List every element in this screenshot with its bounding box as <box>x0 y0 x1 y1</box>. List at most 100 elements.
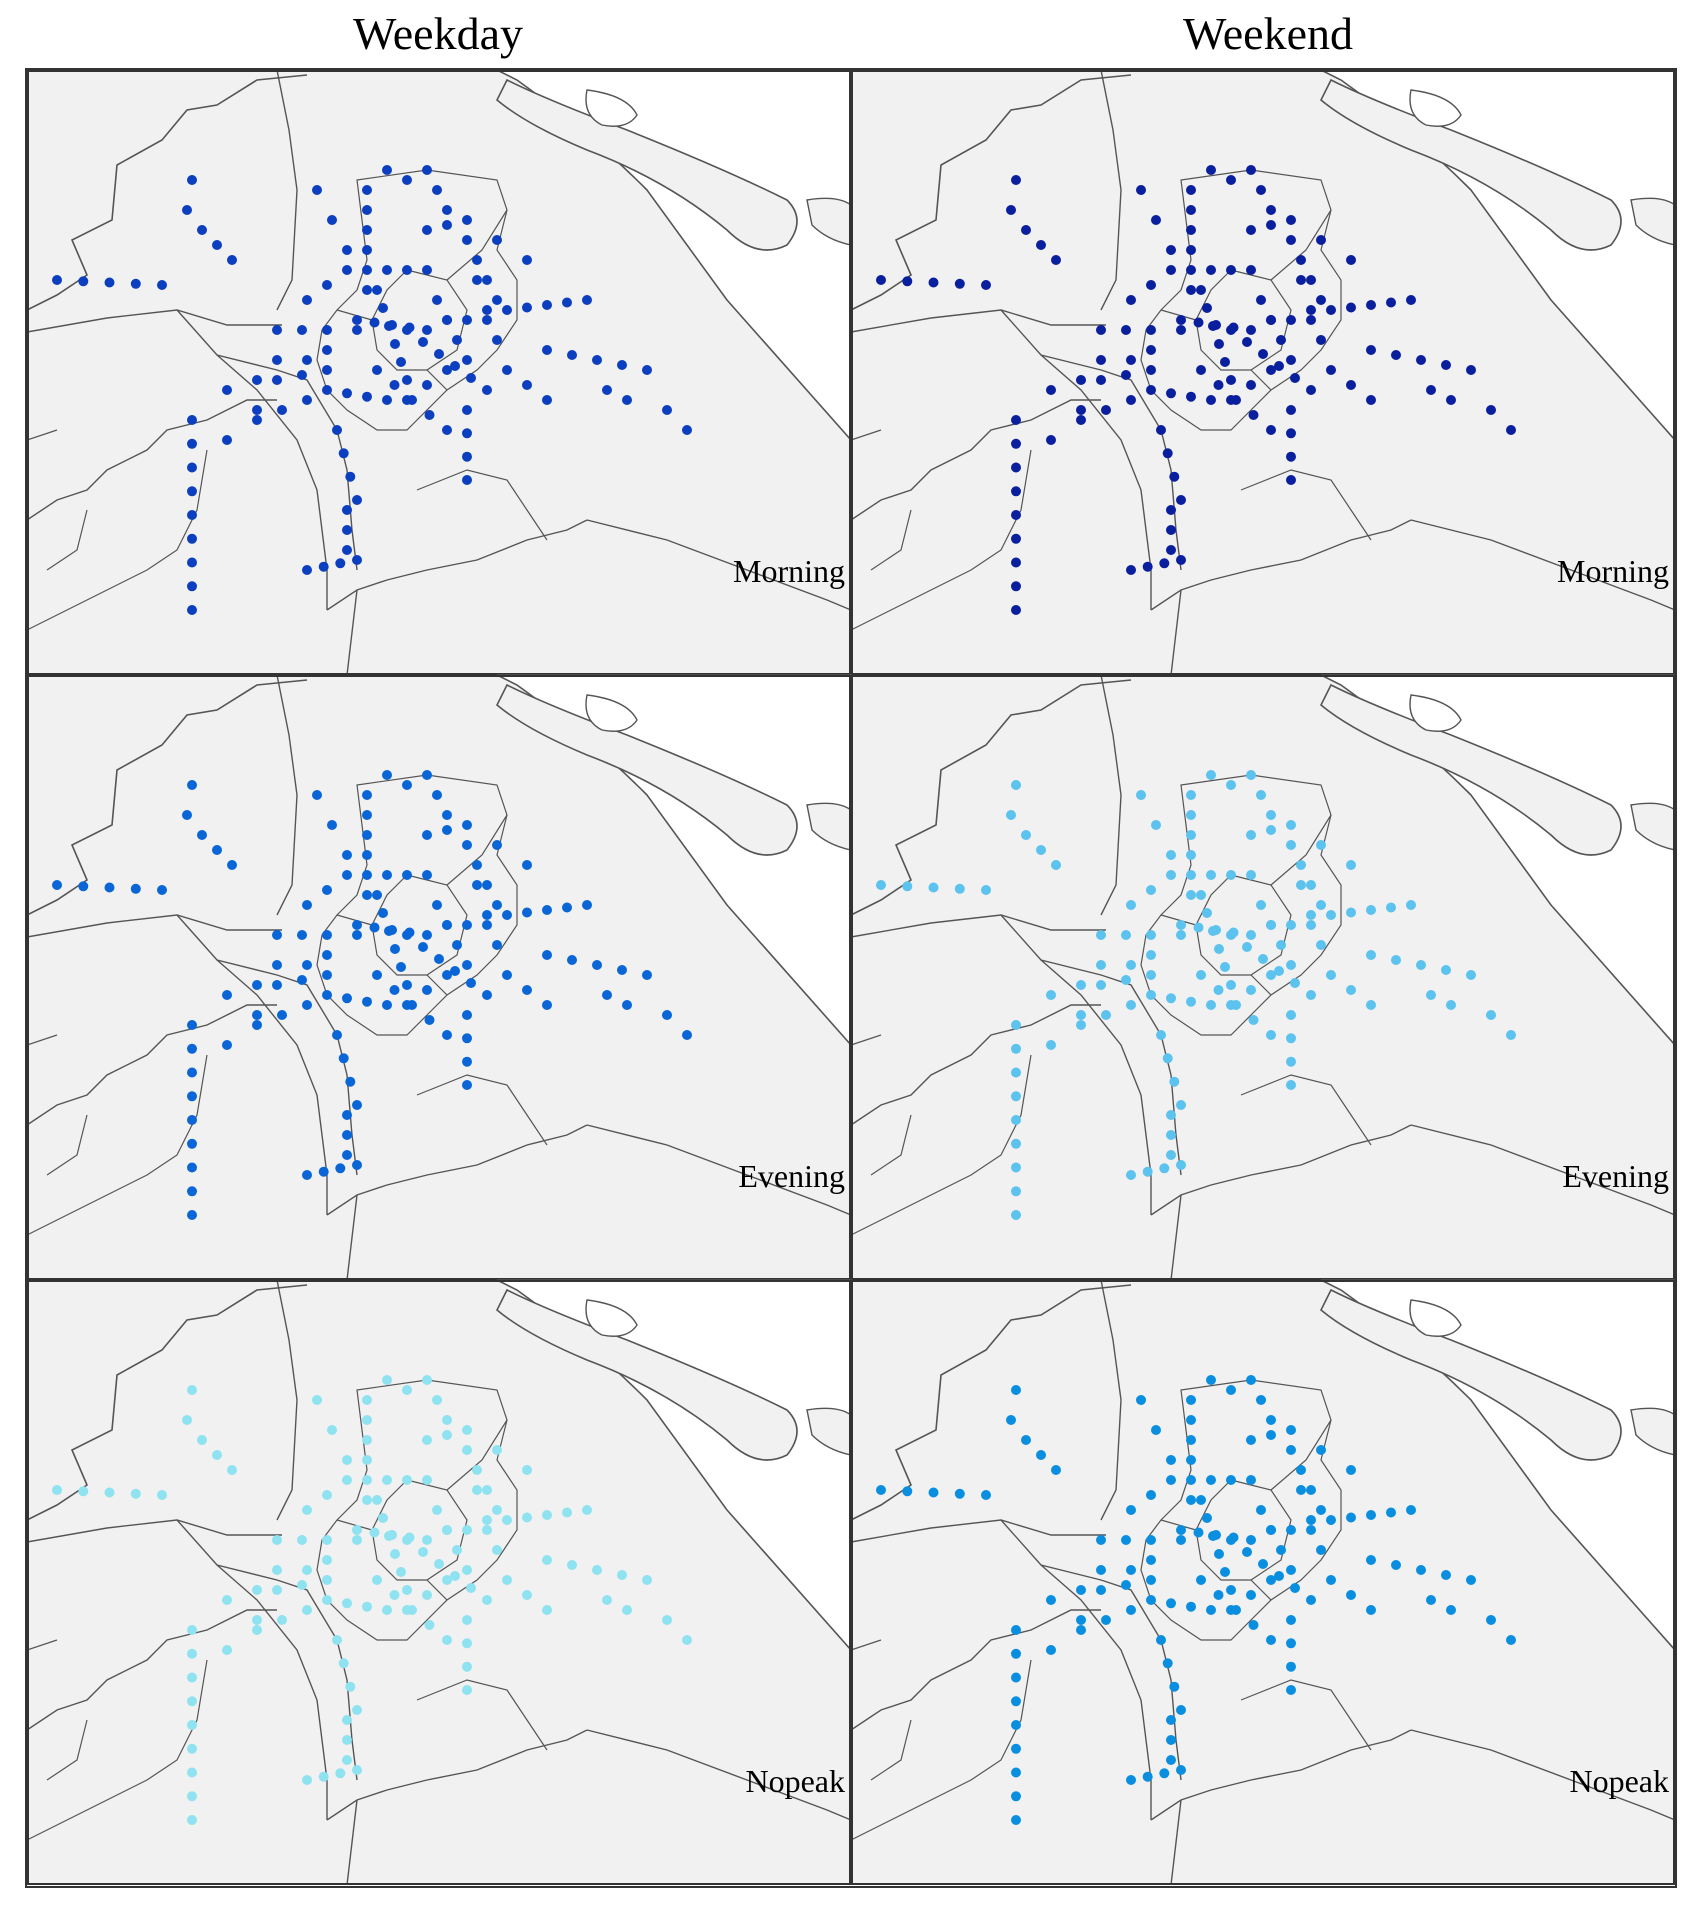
station-dot <box>1274 1571 1284 1581</box>
station-dot <box>1121 1580 1131 1590</box>
station-dot <box>187 1043 197 1054</box>
station-dot <box>1011 486 1021 497</box>
station-dot <box>422 870 432 880</box>
station-dot <box>617 1570 627 1580</box>
station-dot <box>362 391 372 402</box>
station-dot <box>1286 235 1296 245</box>
station-dot <box>1286 428 1296 439</box>
station-dot <box>369 922 380 933</box>
station-dot <box>422 1375 432 1385</box>
station-dot <box>1196 890 1206 900</box>
station-dot <box>212 240 222 250</box>
station-dot <box>1101 1010 1111 1020</box>
station-dot <box>1166 1755 1176 1765</box>
station-dot <box>1186 245 1196 255</box>
station-dot <box>522 255 532 265</box>
station-dot <box>1226 375 1236 385</box>
station-dot <box>1228 927 1239 938</box>
station-dot <box>1126 1565 1136 1575</box>
station-dot <box>396 357 406 367</box>
map-panel-weekday-morning: Morning <box>27 70 852 676</box>
panel-border <box>851 675 1675 1280</box>
station-dot <box>302 1605 312 1615</box>
station-dot <box>130 1488 141 1499</box>
station-dot <box>422 1590 432 1600</box>
panel-border <box>27 675 851 1280</box>
station-dot <box>432 295 442 305</box>
station-dot <box>187 780 197 790</box>
station-dot <box>1076 1020 1086 1030</box>
station-dot <box>1220 357 1230 367</box>
station-dot <box>682 425 692 435</box>
station-dot <box>1136 1395 1146 1405</box>
station-dot <box>1256 295 1266 305</box>
station-dot <box>1166 1150 1176 1160</box>
station-dot <box>187 1696 197 1707</box>
station-dot <box>342 1455 352 1465</box>
station-dot <box>352 920 362 930</box>
station-dot <box>1166 545 1176 555</box>
station-dot <box>1126 295 1136 305</box>
station-dot <box>1096 325 1106 335</box>
station-dot <box>482 275 492 285</box>
station-dot <box>372 1575 382 1585</box>
station-dot <box>442 1635 452 1645</box>
station-dot <box>327 215 337 225</box>
station-dot <box>352 1525 362 1535</box>
station-dot <box>1486 1010 1496 1020</box>
station-dot <box>1011 581 1021 592</box>
station-dot <box>1286 1685 1296 1695</box>
station-dot <box>1226 980 1236 990</box>
station-dot <box>682 1635 692 1645</box>
station-dot <box>462 451 472 462</box>
station-dot <box>1326 910 1336 920</box>
station-dot <box>1266 365 1276 375</box>
station-dot <box>1446 395 1456 405</box>
station-dot <box>1206 1475 1216 1485</box>
station-dot <box>1011 533 1021 544</box>
station-dot <box>1366 1000 1376 1010</box>
period-label: Morning <box>1557 553 1669 589</box>
station-dot <box>482 1485 492 1495</box>
station-dot <box>322 1555 332 1565</box>
station-dot <box>322 325 332 335</box>
station-dot <box>362 205 372 215</box>
station-dot <box>338 1658 349 1669</box>
station-dot <box>1146 1575 1156 1585</box>
station-dot <box>342 1110 352 1120</box>
station-dot <box>1011 1162 1021 1173</box>
station-dot <box>252 980 262 990</box>
station-dot <box>1101 405 1111 415</box>
station-dot <box>322 1535 332 1545</box>
station-dot <box>1208 926 1218 936</box>
station-dot <box>1096 375 1106 385</box>
station-dot <box>322 385 332 395</box>
station-dot <box>422 225 432 235</box>
station-dot <box>1316 1505 1326 1515</box>
station-dot <box>1166 993 1176 1004</box>
station-dot <box>981 885 991 895</box>
station-dot <box>338 448 349 459</box>
station-dot <box>402 265 412 275</box>
station-dot <box>1441 1570 1451 1580</box>
station-dot <box>1176 315 1186 325</box>
station-dot <box>1256 185 1266 195</box>
station-dot <box>352 555 362 565</box>
station-dot <box>1326 1515 1336 1525</box>
station-dot <box>389 380 400 390</box>
station-dot <box>402 1605 412 1615</box>
station-dot <box>187 1385 197 1395</box>
station-dot <box>1266 970 1276 980</box>
station-dot <box>222 385 232 395</box>
station-dot <box>252 415 262 425</box>
station-dot <box>432 790 442 800</box>
station-dot <box>1346 907 1356 918</box>
station-dot <box>1306 1525 1316 1535</box>
station-dot <box>1021 830 1031 840</box>
station-dot <box>1286 475 1296 485</box>
station-dot <box>1076 1625 1086 1635</box>
station-dot <box>1286 1033 1296 1044</box>
station-dot <box>362 1455 372 1465</box>
station-dot <box>1306 275 1316 285</box>
station-dot <box>462 1661 472 1672</box>
